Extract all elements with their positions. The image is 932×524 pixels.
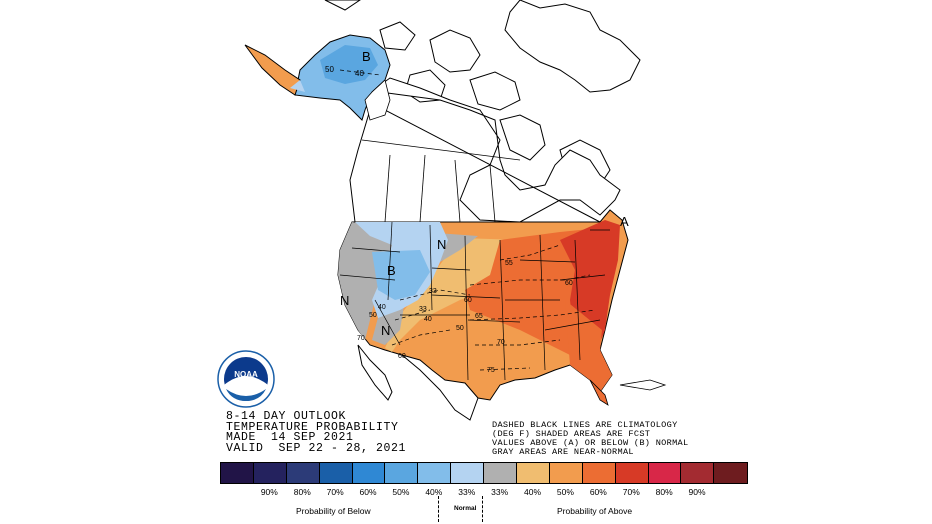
legend-percent: 50% (556, 487, 574, 497)
legend-separator-left (438, 496, 439, 522)
state-boundaries (339, 221, 610, 381)
probability-legend-bar (220, 462, 749, 484)
legend-color-cell (385, 463, 419, 483)
legend-percent: 80% (293, 487, 311, 497)
iso-33-label: 33 (429, 288, 437, 295)
legend-percent: 70% (326, 487, 344, 497)
legend-color-cell (549, 463, 583, 483)
legend-color-cell (648, 463, 682, 483)
valid-dates: VALID SEP 22 - 28, 2021 (226, 441, 407, 455)
legend-color-cell (615, 463, 649, 483)
legend-percent: 60% (589, 487, 607, 497)
note-line-4: GRAY AREAS ARE NEAR-NORMAL (492, 447, 634, 457)
legend-percent: 40% (524, 487, 542, 497)
iso-65-label: 65 (475, 313, 483, 320)
noaa-logo-icon: NOAA (217, 350, 275, 408)
legend-color-cell (681, 463, 715, 483)
legend-percent: 90% (688, 487, 706, 497)
iso-70-label: 70 (497, 339, 505, 346)
west-n1-label: N (340, 293, 349, 308)
legend-color-cell (253, 463, 287, 483)
iso-40-label: 40 (424, 316, 432, 323)
note-line-3: VALUES ABOVE (A) OR BELOW (B) NORMAL (492, 438, 689, 448)
map-labels: B 50 40 B N N N A 55 60 65 70 75 60 50 4… (325, 49, 629, 374)
iso-60c-label: 60 (398, 353, 406, 360)
plains-n-label: N (437, 237, 446, 252)
legend-percent: 90% (260, 487, 278, 497)
legend-color-cell (484, 463, 518, 483)
legend-percent: 40% (425, 487, 443, 497)
product-title: 8-14 DAY OUTLOOK (226, 410, 347, 423)
legend-color-cell (352, 463, 386, 483)
alaska (244, 34, 391, 121)
iso-60-label: 60 (565, 280, 573, 287)
alaska-b-label: B (362, 49, 371, 64)
iso-50-label: 50 (456, 325, 464, 332)
iso-50b-label: 50 (369, 312, 377, 319)
legend-color-cell (286, 463, 320, 483)
logo-text: NOAA (234, 370, 258, 379)
legend-color-cell (319, 463, 353, 483)
product-subtitle: TEMPERATURE PROBABILITY (226, 420, 399, 434)
legend-color-cell (517, 463, 550, 483)
legend-color-cell (221, 463, 254, 483)
legend-color-cell (451, 463, 485, 483)
iso-70b-label: 70 (357, 335, 365, 342)
legend-percent: 80% (655, 487, 673, 497)
alaska-40-label: 40 (355, 69, 364, 78)
note-line-2: (DEG F) SHADED AREAS ARE FCST (492, 429, 651, 439)
legend-above-label: Probability of Above (557, 506, 633, 516)
mexico-outline (357, 344, 479, 421)
legend-separator-right (482, 496, 483, 522)
legend-percent: 33% (458, 487, 476, 497)
canada-provinces (361, 139, 521, 223)
legend-percent: 60% (359, 487, 377, 497)
legend-color-cell (418, 463, 452, 483)
east-a-label: A (620, 214, 629, 229)
legend-normal-label: Normal (454, 505, 477, 512)
conus (337, 209, 629, 401)
climatology-lines (339, 69, 596, 371)
map-notes: DASHED BLACK LINES ARE CLIMATOLOGY (DEG … (492, 421, 688, 457)
iso-33b-label: 33 (419, 306, 427, 313)
west-b-label: B (387, 263, 396, 278)
legend-percent: 50% (392, 487, 410, 497)
west-n2-label: N (381, 323, 390, 338)
legend-color-cell (582, 463, 616, 483)
iso-40b-label: 40 (378, 304, 386, 311)
legend-below-label: Probability of Below (296, 506, 371, 516)
alaska-50-label: 50 (325, 65, 334, 74)
made-date: MADE 14 SEP 2021 (226, 431, 354, 444)
legend-color-cell (714, 463, 748, 483)
product-info: 8-14 DAY OUTLOOK TEMPERATURE PROBABILITY… (226, 410, 407, 455)
iso-55-label: 55 (505, 260, 513, 267)
legend-percent: 70% (622, 487, 640, 497)
note-line-1: DASHED BLACK LINES ARE CLIMATOLOGY (492, 420, 678, 430)
iso-75-label: 75 (487, 367, 495, 374)
iso-60b-label: 60 (464, 297, 472, 304)
legend-percent: 33% (491, 487, 509, 497)
